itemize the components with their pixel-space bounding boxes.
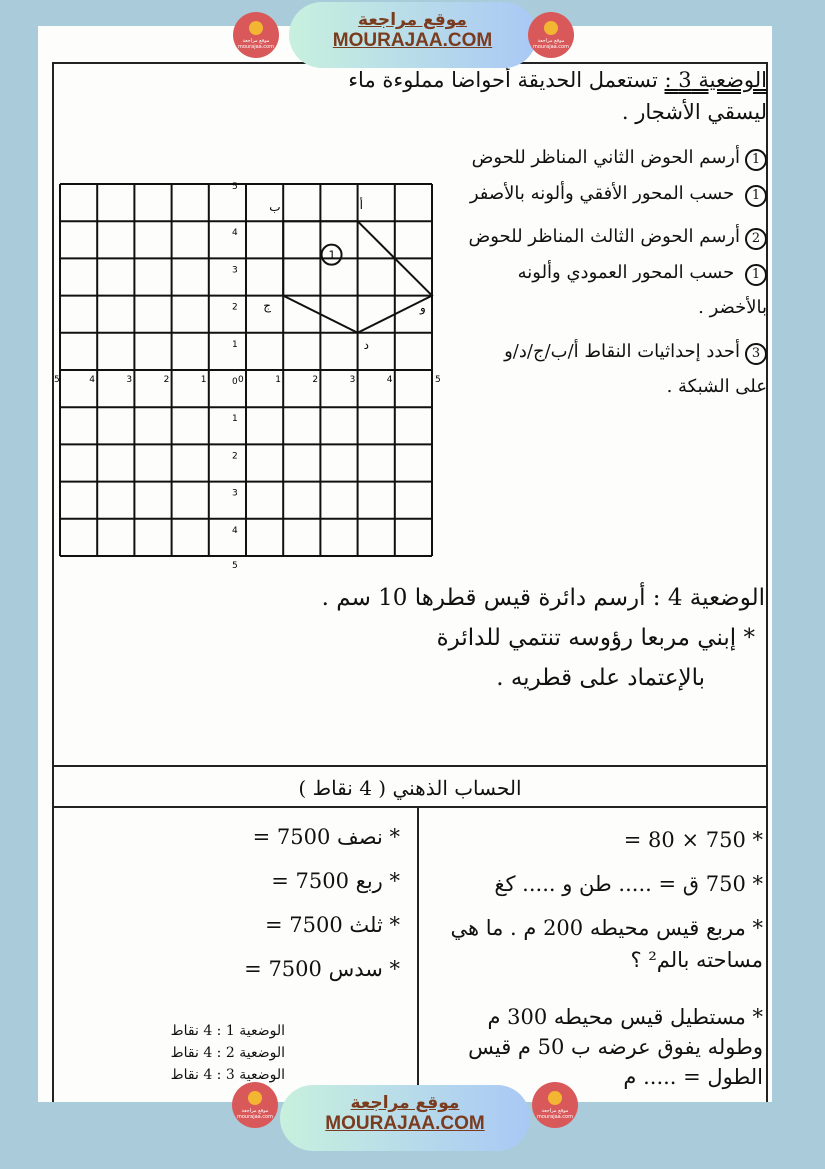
logo-caption: موقع مراجعة mourajaa.com [236, 1108, 273, 1120]
exam-page [38, 26, 772, 1102]
y-axis-tick-label: 4 [232, 228, 238, 238]
grade-line: الوضعية 3 : 4 نقاط [170, 1067, 285, 1083]
grade-scale: الوضعية 1 : 4 نقاط الوضعية 2 : 4 نقاط ال… [125, 1020, 285, 1086]
instruction-2: 2أرسم الحوض الثالث المناظر للحوض 1 حسب ا… [467, 219, 767, 326]
mental-item: * 750 ق = ..... طن و ..... كغ [494, 872, 763, 896]
point-label: أ [360, 197, 363, 212]
number-circle: 1 [745, 184, 767, 207]
logo-caption: موقع مراجعة mourajaa.com [237, 38, 274, 50]
y-axis-tick-label: 5 [232, 182, 238, 192]
instruction-text: أحدد إحداثيات النقاط أ/ب/ج/د/و على الشبك… [504, 340, 767, 398]
x-axis-tick-label: 3 [350, 375, 356, 385]
section3-text: تستعمل الحديقة أحواضا مملوءة ماء ليسقي ا… [348, 68, 767, 124]
section4-line3: بالإعتماد على قطريه . [496, 665, 705, 691]
section3-statement: الوضعية 3 : تستعمل الحديقة أحواضا مملوءة… [347, 64, 767, 128]
shape-number-circle [320, 243, 343, 266]
mental-right-column: * 750 × 80 = * 750 ق = ..... طن و ..... … [433, 818, 763, 1092]
logo-caption: موقع مراجعة mourajaa.com [532, 38, 569, 50]
x-axis-tick-label: 1 [275, 375, 281, 385]
instruction-3: 3أحدد إحداثيات النقاط أ/ب/ج/د/و على الشب… [467, 334, 767, 405]
section4-line1: الوضعية 4 : أرسم دائرة قيس قطرها 10 سم . [321, 585, 765, 611]
instruction-text: حسب المحور العمودي وألونه بالأخضر . [517, 261, 767, 319]
instruction-text: حسب المحور الأفقي وألونه بالأصفر [469, 182, 735, 204]
number-circle: 1 [745, 263, 767, 286]
divider [52, 765, 768, 767]
grade-line: الوضعية 1 : 4 نقاط [170, 1023, 285, 1039]
mental-item: * 750 × 80 = [623, 828, 763, 852]
instruction-1: 1أرسم الحوض الثاني المناظر للحوض 1 حسب ا… [467, 140, 767, 211]
y-axis-tick-label: 0 [232, 377, 238, 387]
x-axis-tick-label: 3 [126, 375, 132, 385]
y-axis-tick-label: 3 [232, 489, 238, 499]
mental-item: * مربع قيس محيطه 200 م . ما هي مساحته با… [450, 916, 763, 972]
site-name-arabic: موقع مراجعة [350, 1093, 460, 1113]
y-axis-tick-label: 4 [232, 526, 238, 536]
number-circle: 3 [745, 342, 767, 365]
point-label: د [364, 338, 369, 352]
section4-line2: * إبني مربعا رؤوسه تنتمي للدائرة [436, 625, 755, 651]
x-axis-tick-label: 4 [387, 375, 393, 385]
mental-math-title: الحساب الذهني ( 4 نقاط ) [298, 776, 522, 800]
point-label: ب [269, 200, 280, 214]
site-banner-bottom[interactable]: موقع مراجعة MOURAJAA.COM [280, 1085, 530, 1151]
x-axis-tick-label: 1 [201, 375, 207, 385]
instruction-text: أرسم الحوض الثالث المناظر للحوض [468, 226, 740, 247]
section4: الوضعية 4 : أرسم دائرة قيس قطرها 10 سم .… [85, 578, 765, 698]
section3-instructions: 1أرسم الحوض الثاني المناظر للحوض 1 حسب ا… [467, 140, 767, 405]
site-name-arabic: موقع مراجعة [358, 10, 467, 30]
column-divider [417, 806, 419, 1106]
grade-line: الوضعية 2 : 4 نقاط [170, 1045, 285, 1061]
number-circle: 1 [745, 149, 767, 171]
divider [52, 806, 768, 808]
x-axis-tick-label: 5 [435, 375, 441, 385]
site-logo-icon: موقع مراجعة mourajaa.com [532, 1082, 578, 1128]
mental-left-column: * نصف 7500 = * ربع 7500 = * ثلث 7500 = *… [100, 815, 400, 991]
site-name-latin: MOURAJAA.COM [325, 1113, 485, 1134]
site-logo-icon: موقع مراجعة mourajaa.com [232, 1082, 278, 1128]
y-axis-tick-label: 5 [232, 561, 238, 571]
y-axis-tick-label: 2 [232, 451, 238, 461]
site-name-latin: MOURAJAA.COM [332, 30, 493, 51]
x-axis-tick-label: 0 [238, 375, 244, 385]
mental-item: * ثلث 7500 = [264, 913, 400, 937]
number-circle: 2 [745, 228, 767, 250]
y-axis-tick-label: 2 [232, 303, 238, 313]
site-logo-icon: موقع مراجعة mourajaa.com [233, 12, 279, 58]
site-logo-icon: موقع مراجعة mourajaa.com [528, 12, 574, 58]
shape-1-outline [282, 220, 434, 334]
point-label: و [419, 301, 426, 316]
mental-item: * سدس 7500 = [244, 957, 400, 981]
y-axis-tick-label: 1 [232, 414, 238, 424]
y-axis-tick-label: 3 [232, 265, 238, 275]
coordinate-grid: 5 4 3 2 1 0 1 2 3 4 5 5 4 3 2 1 0 1 2 3 4 5 ب أ و د ج 1 [54, 182, 441, 571]
instruction-text: أرسم الحوض الثاني المناظر للحوض [471, 147, 740, 168]
mental-item: * نصف 7500 = [252, 825, 400, 849]
section3-title: الوضعية 3 : [664, 68, 767, 92]
x-axis-tick-label: 2 [164, 375, 170, 385]
site-banner-top[interactable]: موقع مراجعة MOURAJAA.COM [288, 2, 537, 68]
x-axis-tick-label: 2 [312, 375, 318, 385]
shape-number-label: 1 [329, 249, 336, 262]
point-label: ج [263, 299, 271, 313]
mental-item: * ربع 7500 = [271, 869, 400, 893]
x-axis-tick-label: 5 [54, 375, 60, 385]
mental-item: * مستطيل قيس محيطه 300 م وطوله يفوق عرضه… [468, 1005, 763, 1089]
x-axis-tick-label: 4 [89, 375, 95, 385]
y-axis-tick-label: 1 [232, 340, 238, 350]
logo-caption: موقع مراجعة mourajaa.com [536, 1108, 573, 1120]
